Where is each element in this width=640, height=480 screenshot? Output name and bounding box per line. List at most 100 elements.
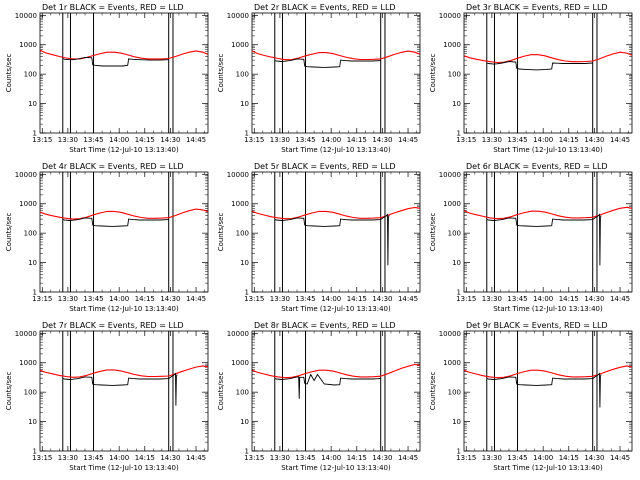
x-tick-label: 13:30 — [270, 136, 290, 144]
y-axis-label: Counts/sec — [217, 372, 225, 411]
y-tick-label: 10 — [452, 100, 461, 108]
y-tick-label: 100 — [24, 230, 37, 238]
x-tick-label: 13:45 — [507, 454, 527, 462]
panel-9: Det 9r BLACK = Events, RED = LLD Counts/s… — [429, 321, 633, 472]
x-tick-label: 14:00 — [321, 454, 341, 462]
x-tick-label: 14:00 — [533, 295, 553, 303]
panel-title: Det 8r BLACK = Events, RED = LLD — [254, 321, 396, 330]
x-tick-label: 13:15 — [244, 295, 264, 303]
y-tick-label: 10 — [452, 418, 461, 426]
panel-title: Det 9r BLACK = Events, RED = LLD — [466, 321, 608, 330]
y-tick-label: 1 — [33, 130, 37, 138]
y-tick-label: 10000 — [15, 171, 37, 179]
y-tick-label: 100 — [236, 230, 249, 238]
x-tick-label: 13:45 — [507, 295, 527, 303]
series-line-red — [39, 365, 209, 378]
y-tick-label: 10000 — [439, 12, 461, 20]
plot-frame — [39, 330, 209, 452]
y-tick-label: 10000 — [15, 12, 37, 20]
x-axis-label: Start Time (12-Jul-10 13:13:40) — [69, 305, 179, 313]
panel-1: Det 1r BLACK = Events, RED = LLD Counts/s… — [5, 3, 209, 154]
x-tick-label: 14:30 — [160, 295, 180, 303]
x-tick-label: 13:45 — [83, 136, 103, 144]
y-tick-label: 10 — [240, 259, 249, 267]
x-axis-label: Start Time (12-Jul-10 13:13:40) — [69, 464, 179, 472]
x-tick-label: 14:15 — [559, 454, 579, 462]
series-line-black — [274, 373, 381, 399]
x-tick-label: 13:30 — [58, 136, 78, 144]
x-tick-label: 14:15 — [135, 295, 155, 303]
y-tick-label: 1000 — [19, 41, 37, 49]
y-tick-label: 100 — [448, 71, 461, 79]
panel-title: Det 7r BLACK = Events, RED = LLD — [42, 321, 184, 330]
y-tick-label: 1 — [245, 130, 249, 138]
plot-frame — [39, 171, 209, 293]
y-tick-label: 10 — [240, 100, 249, 108]
series-line-black — [486, 61, 593, 71]
x-tick-label: 13:15 — [32, 136, 52, 144]
y-axis-label: Counts/sec — [217, 54, 225, 93]
panel-8: Det 8r BLACK = Events, RED = LLD Counts/s… — [217, 321, 421, 472]
y-tick-label: 100 — [448, 230, 461, 238]
y-tick-label: 10 — [452, 259, 461, 267]
panel-title: Det 1r BLACK = Events, RED = LLD — [42, 3, 184, 12]
x-tick-label: 14:00 — [109, 136, 129, 144]
plot-frame — [463, 12, 633, 134]
series-line-red — [251, 363, 421, 379]
x-tick-label: 14:00 — [109, 454, 129, 462]
x-tick-label: 14:30 — [372, 295, 392, 303]
y-tick-label: 1000 — [443, 359, 461, 367]
series-line-red — [39, 49, 209, 60]
y-tick-label: 10000 — [15, 330, 37, 338]
x-tick-label: 14:15 — [559, 136, 579, 144]
x-tick-label: 14:45 — [610, 454, 630, 462]
x-tick-label: 13:15 — [32, 454, 52, 462]
plot-frame — [251, 12, 421, 134]
y-tick-label: 10 — [240, 418, 249, 426]
x-tick-label: 13:15 — [456, 454, 476, 462]
y-tick-label: 1 — [457, 289, 461, 297]
x-tick-label: 13:30 — [58, 295, 78, 303]
x-tick-label: 14:15 — [347, 454, 367, 462]
series-line-black — [274, 58, 381, 68]
y-axis-label: Counts/sec — [429, 54, 437, 93]
x-tick-label: 13:30 — [482, 454, 502, 462]
x-tick-label: 13:45 — [83, 295, 103, 303]
y-tick-label: 1000 — [231, 359, 249, 367]
y-tick-label: 1000 — [231, 200, 249, 208]
x-tick-label: 13:45 — [507, 136, 527, 144]
x-tick-label: 13:30 — [482, 295, 502, 303]
x-tick-label: 14:00 — [321, 136, 341, 144]
x-axis-label: Start Time (12-Jul-10 13:13:40) — [281, 305, 391, 313]
series-line-red — [463, 51, 633, 64]
y-tick-label: 10 — [28, 259, 37, 267]
y-tick-label: 1000 — [19, 200, 37, 208]
x-tick-label: 14:45 — [186, 136, 206, 144]
y-tick-label: 100 — [448, 389, 461, 397]
x-axis-label: Start Time (12-Jul-10 13:13:40) — [281, 146, 391, 154]
series-line-black — [486, 213, 602, 266]
x-tick-label: 13:30 — [270, 454, 290, 462]
x-tick-label: 14:30 — [584, 454, 604, 462]
x-tick-label: 13:15 — [456, 295, 476, 303]
y-tick-label: 100 — [24, 389, 37, 397]
panel-2: Det 2r BLACK = Events, RED = LLD Counts/s… — [217, 3, 421, 154]
y-tick-label: 10 — [28, 418, 37, 426]
plot-frame — [463, 171, 633, 293]
series-line-red — [463, 206, 633, 220]
panel-title: Det 2r BLACK = Events, RED = LLD — [254, 3, 396, 12]
y-tick-label: 1 — [457, 448, 461, 456]
y-axis-label: Counts/sec — [429, 213, 437, 252]
panel-7: Det 7r BLACK = Events, RED = LLD Counts/s… — [5, 321, 209, 472]
series-line-black — [62, 217, 169, 227]
y-tick-label: 1 — [33, 289, 37, 297]
y-axis-label: Counts/sec — [5, 372, 13, 411]
y-tick-label: 100 — [236, 71, 249, 79]
x-tick-label: 14:15 — [135, 454, 155, 462]
y-tick-label: 10000 — [227, 12, 249, 20]
x-axis-label: Start Time (12-Jul-10 13:13:40) — [69, 146, 179, 154]
x-axis-label: Start Time (12-Jul-10 13:13:40) — [493, 146, 603, 154]
y-tick-label: 100 — [24, 71, 37, 79]
